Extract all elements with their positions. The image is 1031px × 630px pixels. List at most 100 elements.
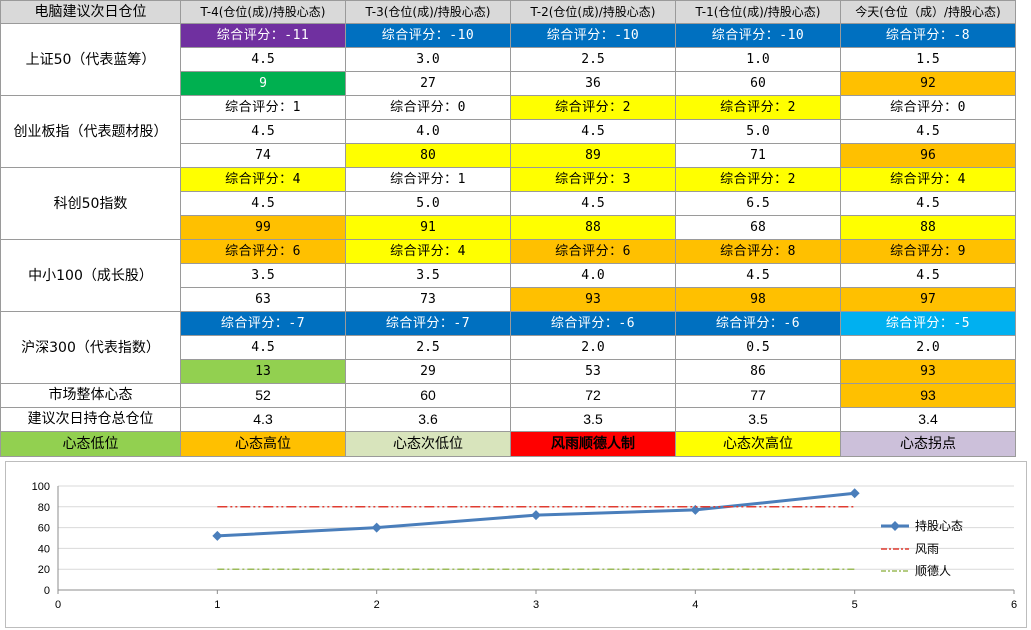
position-cell: 4.5 [510, 119, 676, 144]
x-tick-label: 4 [692, 599, 698, 611]
position-cell: 1.5 [840, 47, 1016, 72]
mood-cell: 60 [675, 71, 841, 96]
table-row: 上证50（代表蓝筹） 综合评分：-11 综合评分：-10 综合评分：-10 综合评分：-… [0, 23, 1016, 96]
total-row: 建议次日持仓总仓位 4.3 3.6 3.5 3.5 3.4 [0, 407, 1016, 432]
score-cell: 综合评分：-10 [510, 23, 676, 48]
data-point [371, 522, 382, 533]
mood-cell: 89 [510, 143, 676, 168]
y-tick-label: 80 [38, 502, 50, 514]
score-cell: 综合评分：2 [675, 167, 841, 192]
legend-label: 风雨 [915, 542, 939, 556]
total-value: 3.4 [840, 407, 1016, 432]
mood-cell: 98 [675, 287, 841, 312]
legend-swatch: 心态次高位 [675, 431, 841, 457]
mood-cell: 74 [180, 143, 346, 168]
data-point [690, 504, 701, 515]
total-value: 3.6 [345, 407, 511, 432]
position-cell: 3.0 [345, 47, 511, 72]
position-cell: 2.5 [510, 47, 676, 72]
mood-cell: 36 [510, 71, 676, 96]
position-cell: 5.0 [675, 119, 841, 144]
column-header: T-2(仓位(成)/持股心态) [510, 0, 676, 24]
market-value: 52 [180, 383, 346, 408]
score-cell: 综合评分：0 [840, 95, 1016, 120]
market-value: 93 [840, 383, 1016, 408]
score-cell: 综合评分：-10 [675, 23, 841, 48]
header-row: 电脑建议次日仓位 T-4(仓位(成)/持股心态) T-3(仓位(成)/持股心态) T-… [0, 0, 1016, 24]
position-cell: 2.5 [345, 335, 511, 360]
column-header: T-1(仓位(成)/持股心态) [675, 0, 841, 24]
y-tick-label: 0 [44, 585, 50, 597]
x-tick-label: 3 [533, 599, 539, 611]
legend-label: 持股心态 [915, 518, 963, 533]
position-cell: 6.5 [675, 191, 841, 216]
mood-cell: 29 [345, 359, 511, 384]
score-cell: 综合评分：8 [675, 239, 841, 264]
score-cell: 综合评分：-11 [180, 23, 346, 48]
position-cell: 4.5 [180, 191, 346, 216]
mood-cell: 91 [345, 215, 511, 240]
legend-swatch: 心态低位 [0, 431, 181, 457]
market-row: 市场整体心态 52 60 72 77 93 [0, 383, 1016, 408]
score-cell: 综合评分：-7 [345, 311, 511, 336]
total-value: 4.3 [180, 407, 346, 432]
y-tick-label: 100 [32, 481, 50, 493]
mood-cell: 96 [840, 143, 1016, 168]
table-row: 4.5 2.5 2.0 0.5 2.0 [1, 335, 1016, 360]
score-cell: 综合评分：4 [180, 167, 346, 192]
position-cell: 4.5 [840, 191, 1016, 216]
score-cell: 综合评分：6 [510, 239, 676, 264]
table-row: 沪深300（代表指数） 综合评分：-7 综合评分：-7 综合评分：-6 综合评分：-6 综… [0, 311, 1016, 384]
position-table: 电脑建议次日仓位 T-4(仓位(成)/持股心态) T-3(仓位(成)/持股心态) T-… [0, 0, 1016, 457]
chart-area: 0 20 40 60 80 100 0 1 2 3 4 5 6 持股心态 风雨 顺德人 [5, 461, 1027, 628]
position-cell: 3.5 [345, 263, 511, 288]
table-row: 3.5 3.5 4.0 4.5 4.5 [1, 263, 1016, 288]
x-tick-label: 2 [374, 599, 380, 611]
score-cell: 综合评分：6 [180, 239, 346, 264]
mood-cell: 86 [675, 359, 841, 384]
position-cell: 4.0 [345, 119, 511, 144]
market-label: 市场整体心态 [0, 383, 181, 408]
position-cell: 5.0 [345, 191, 511, 216]
legend-swatch: 心态高位 [180, 431, 346, 457]
score-cell: 综合评分：-6 [675, 311, 841, 336]
legend-marker [890, 521, 900, 531]
x-tick-label: 1 [214, 599, 220, 611]
position-cell: 2.0 [510, 335, 676, 360]
table-row: 74 80 89 71 96 [1, 143, 1016, 168]
mood-cell: 63 [180, 287, 346, 312]
score-cell: 综合评分：0 [345, 95, 511, 120]
table-row: 科创50指数 综合评分：4 综合评分：1 综合评分：3 综合评分：2 综合评分：4 [0, 167, 1016, 240]
data-point [531, 510, 541, 521]
position-cell: 0.5 [675, 335, 841, 360]
column-header: 今天(仓位（成）/持股心态) [840, 0, 1016, 24]
table-row: 99 91 88 68 88 [1, 215, 1016, 240]
position-cell: 4.5 [840, 263, 1016, 288]
mood-cell: 93 [510, 287, 676, 312]
column-header: T-3(仓位(成)/持股心态) [345, 0, 511, 24]
x-tick-label: 6 [1011, 599, 1017, 611]
column-header: T-4(仓位(成)/持股心态) [180, 0, 346, 24]
x-tick-label: 5 [852, 599, 858, 611]
mood-cell: 88 [510, 215, 676, 240]
score-cell: 综合评分：-7 [180, 311, 346, 336]
x-tick-label: 0 [55, 599, 61, 611]
position-cell: 4.5 [510, 191, 676, 216]
y-tick-label: 60 [38, 523, 50, 535]
y-tick-label: 40 [38, 543, 50, 555]
score-cell: 综合评分：3 [510, 167, 676, 192]
data-point [212, 530, 223, 541]
table-row: 13 29 53 86 93 [1, 359, 1016, 384]
mood-cell: 80 [345, 143, 511, 168]
position-cell: 4.5 [180, 335, 346, 360]
score-cell: 综合评分：9 [840, 239, 1016, 264]
market-value: 72 [510, 383, 676, 408]
score-cell: 综合评分：-6 [510, 311, 676, 336]
score-cell: 综合评分：4 [840, 167, 1016, 192]
mood-cell: 53 [510, 359, 676, 384]
position-cell: 4.5 [840, 119, 1016, 144]
score-cell: 综合评分：2 [675, 95, 841, 120]
table-row: 创业板指（代表题材股） 综合评分：1 综合评分：0 综合评分：2 综合评分：2 综合评分：… [0, 95, 1016, 168]
score-cell: 综合评分：4 [345, 239, 511, 264]
